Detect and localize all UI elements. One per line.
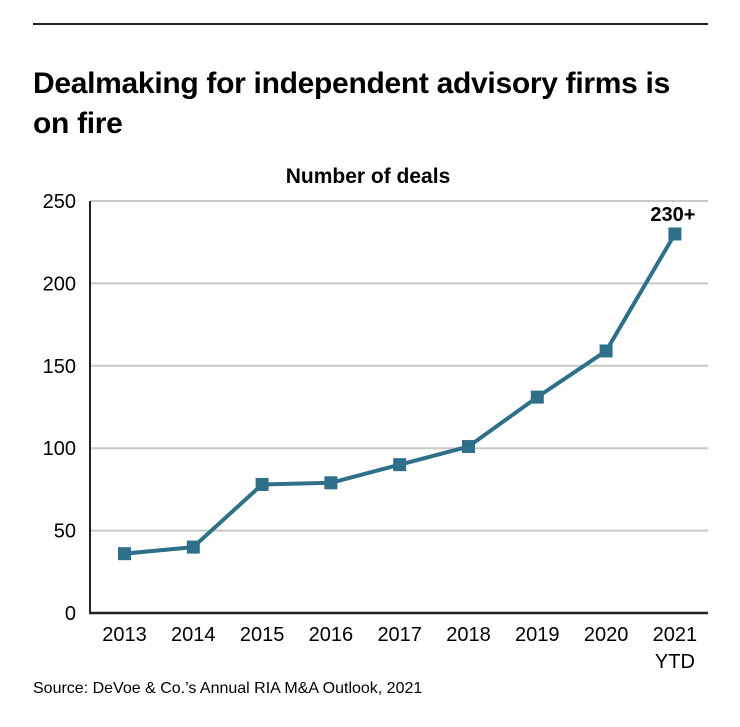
data-point-marker — [393, 458, 407, 472]
data-point-marker — [324, 476, 338, 490]
y-tick-label: 0 — [65, 603, 76, 625]
data-point-marker — [668, 227, 682, 241]
x-tick-label: 2014 — [171, 624, 216, 646]
data-label: 230+ — [650, 204, 695, 226]
y-tick-label: 200 — [43, 273, 76, 295]
data-point-marker — [530, 390, 544, 404]
x-tick-label: 2016 — [309, 624, 354, 646]
data-point-marker — [186, 540, 200, 554]
chart-headline: Dealmaking for independent advisory firm… — [33, 67, 670, 140]
y-tick-label: 100 — [43, 438, 76, 460]
top-rule — [33, 23, 708, 25]
x-tick-label: 2017 — [377, 624, 422, 646]
x-tick-label: 2013 — [102, 624, 147, 646]
x-tick-label: 2019 — [515, 624, 560, 646]
data-point-marker — [599, 344, 613, 358]
data-point-marker — [118, 547, 131, 561]
y-tick-label: 150 — [43, 356, 76, 378]
data-point-marker — [462, 440, 475, 454]
chart-title: Number of deals — [286, 165, 451, 188]
x-tick-label: 2020 — [584, 624, 629, 646]
x-tick-sublabel: YTD — [655, 651, 695, 673]
y-tick-label: 50 — [54, 521, 76, 543]
source-note: Source: DeVoe & Co.’s Annual RIA M&A Out… — [33, 680, 423, 697]
x-tick-label: 2018 — [446, 624, 491, 646]
series-line — [124, 232, 677, 556]
x-tick-label: 2015 — [240, 624, 285, 646]
x-tick-label: 2021 — [653, 624, 698, 646]
data-point-marker — [255, 477, 269, 491]
y-tick-label: 250 — [43, 191, 76, 213]
